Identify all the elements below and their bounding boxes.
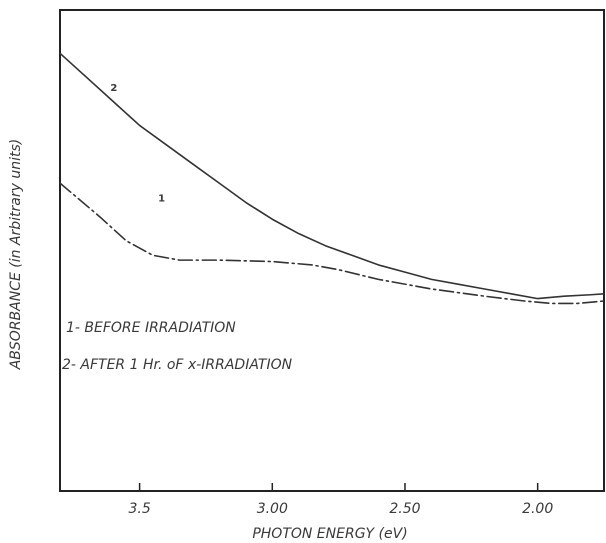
x-tick-label: 2.00 — [522, 501, 553, 517]
x-tick-label: 3.5 — [128, 501, 150, 517]
plot-frame — [59, 9, 605, 492]
y-axis-label: ABSORBANCE (in Arbitrary units) — [8, 139, 24, 371]
x-tick-label: 3.00 — [257, 501, 288, 517]
legend-item-1: 1- BEFORE IRRADIATION — [66, 320, 236, 336]
series-2-line — [59, 52, 605, 300]
series-1-line — [59, 182, 605, 305]
legend-item-2: 2- AFTER 1 Hr. oF x-IRRADIATION — [62, 357, 293, 373]
x-axis-label: PHOTON ENERGY (eV) — [252, 526, 407, 542]
x-tick-label: 2.50 — [389, 501, 420, 517]
plot-content: 3.5 3.00 2.50 2.00 2 1 — [59, 52, 605, 517]
curve-label-1: 1 — [158, 193, 165, 204]
curve-label-2: 2 — [110, 83, 117, 94]
